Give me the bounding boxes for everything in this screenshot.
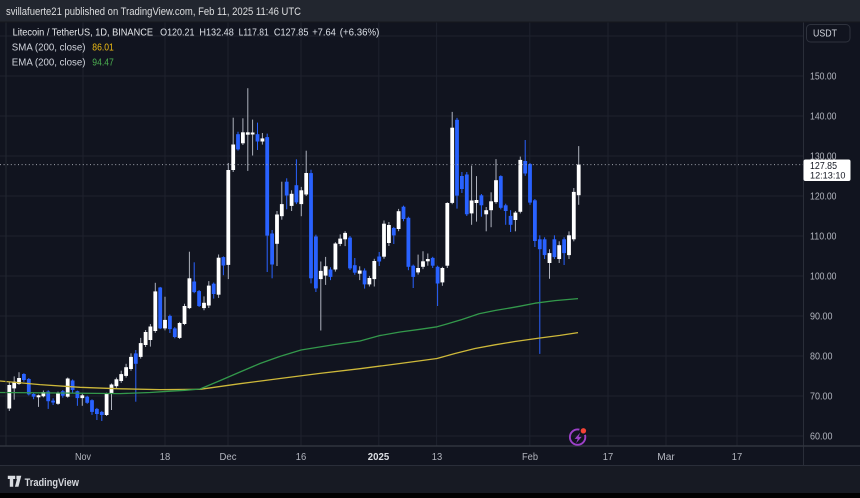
- svg-text:O120.21: O120.21: [160, 27, 195, 39]
- svg-text:150.00: 150.00: [810, 72, 837, 83]
- svg-text:60.00: 60.00: [810, 432, 833, 443]
- svg-text:16: 16: [296, 452, 307, 463]
- svg-text:H132.48: H132.48: [199, 27, 234, 39]
- svg-text:TradingView: TradingView: [25, 477, 80, 489]
- svg-text:C127.85: C127.85: [274, 27, 309, 39]
- svg-text:100.00: 100.00: [810, 272, 837, 283]
- svg-text:110.00: 110.00: [810, 232, 837, 243]
- svg-text:17: 17: [732, 452, 743, 463]
- svg-text:140.00: 140.00: [810, 112, 837, 123]
- svg-text:2025: 2025: [368, 452, 390, 463]
- svg-text:Nov: Nov: [75, 452, 91, 463]
- svg-text:svillafuerte21 published on Tr: svillafuerte21 published on TradingView.…: [6, 6, 301, 18]
- svg-text:94.47: 94.47: [92, 57, 114, 69]
- svg-text:Dec: Dec: [220, 452, 237, 463]
- svg-text:(+6.36%): (+6.36%): [340, 27, 380, 39]
- svg-text:17: 17: [603, 452, 614, 463]
- svg-text:Feb: Feb: [522, 452, 538, 463]
- svg-text:90.00: 90.00: [810, 312, 833, 323]
- svg-text:86.01: 86.01: [92, 42, 114, 54]
- svg-text:Litecoin / TetherUS, 1D, BINAN: Litecoin / TetherUS, 1D, BINANCE: [13, 27, 153, 39]
- svg-text:USDT: USDT: [813, 29, 837, 40]
- svg-text:SMA (200, close): SMA (200, close): [12, 42, 86, 54]
- svg-text:EMA (200, close): EMA (200, close): [12, 57, 86, 69]
- svg-text:18: 18: [160, 452, 171, 463]
- svg-text:70.00: 70.00: [810, 392, 833, 403]
- svg-text:130.00: 130.00: [810, 152, 837, 163]
- svg-text:L117.81: L117.81: [239, 27, 269, 39]
- svg-text:13: 13: [432, 452, 443, 463]
- svg-text:120.00: 120.00: [810, 192, 837, 203]
- svg-text:+7.64: +7.64: [312, 27, 336, 39]
- svg-text:Mar: Mar: [657, 452, 675, 463]
- svg-text:12:13:10: 12:13:10: [810, 171, 846, 182]
- svg-text:80.00: 80.00: [810, 352, 833, 363]
- svg-text:127.85: 127.85: [810, 160, 837, 172]
